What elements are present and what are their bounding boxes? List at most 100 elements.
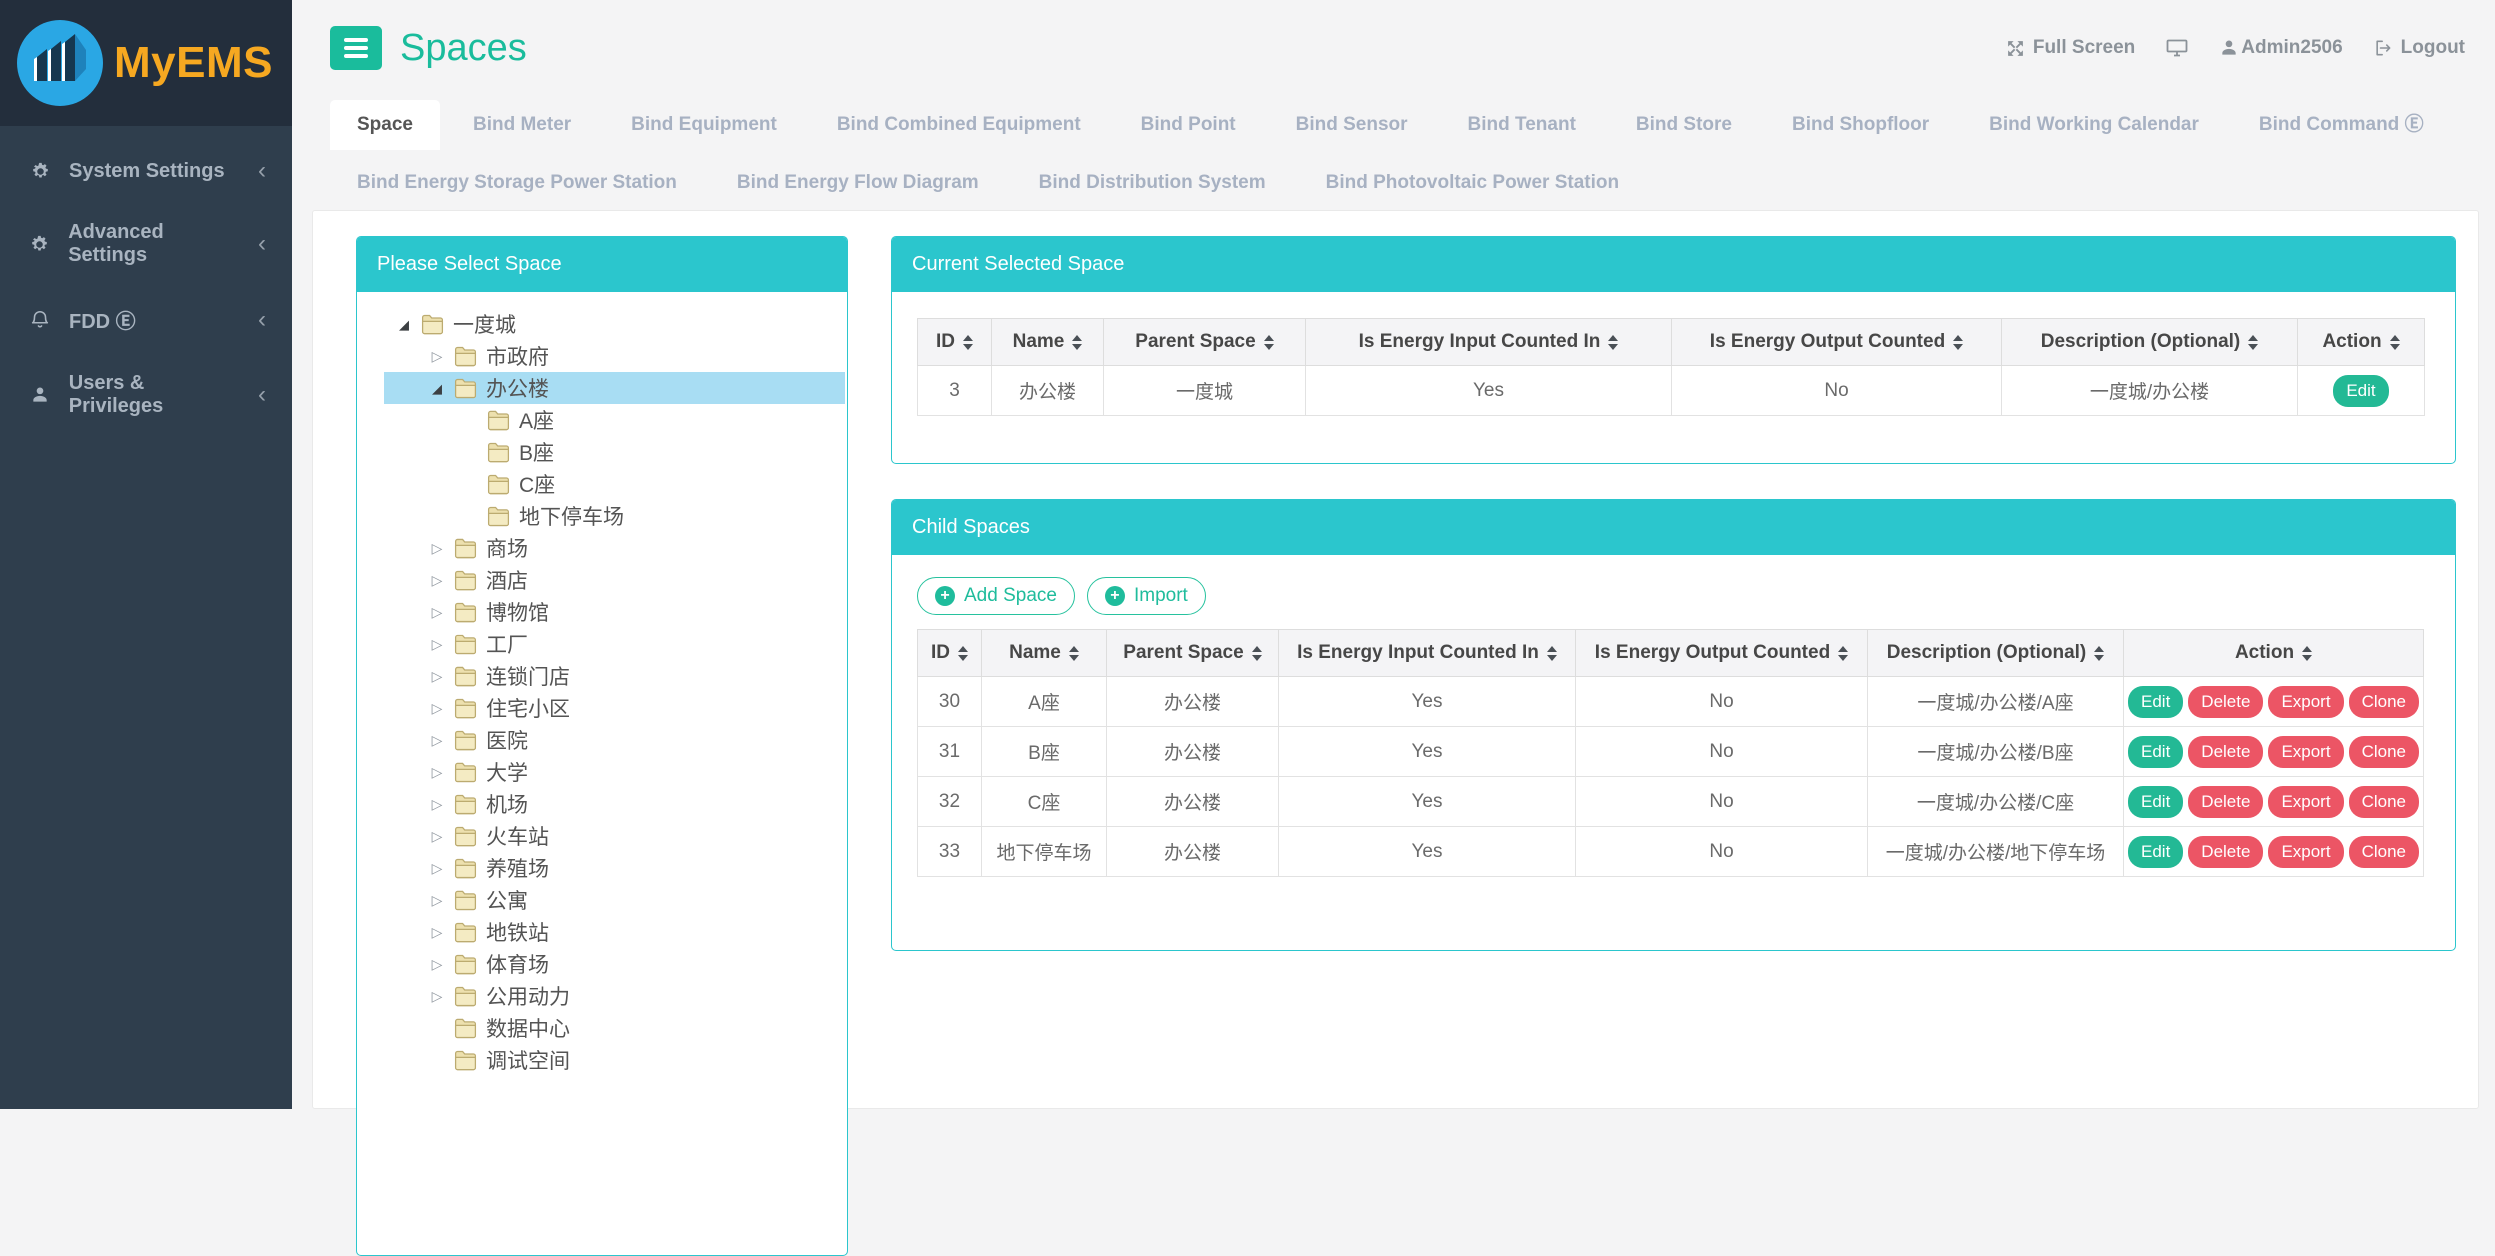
edit-button[interactable]: Edit [2333,375,2388,407]
tree-node[interactable]: ▷体育场 [384,948,845,980]
add-space-button[interactable]: Add Space [917,577,1075,615]
tree-expander-icon[interactable]: ▷ [428,989,446,1003]
column-header-name[interactable]: Name [982,630,1107,677]
tree-node[interactable]: ▷工厂 [384,628,845,660]
tree-node[interactable]: ▷公寓 [384,884,845,916]
tree-node[interactable]: 数据中心 [384,1012,845,1044]
tree-node[interactable]: ◢一度城 [384,308,845,340]
column-header-is-energy-input-counted-in[interactable]: Is Energy Input Counted In [1306,319,1672,366]
monitor-button[interactable] [2165,36,2189,60]
export-button[interactable]: Export [2268,836,2343,868]
tree-node[interactable]: ▷养殖场 [384,852,845,884]
tree-node[interactable]: ▷商场 [384,532,845,564]
delete-button[interactable]: Delete [2188,836,2263,868]
tab-bind-store[interactable]: Bind Store [1609,100,1759,150]
column-header-is-energy-input-counted-in[interactable]: Is Energy Input Counted In [1279,630,1576,677]
edit-button[interactable]: Edit [2128,836,2183,868]
tree-node[interactable]: ▷酒店 [384,564,845,596]
clone-button[interactable]: Clone [2349,836,2419,868]
tab-bind-command[interactable]: Bind Command Ⓔ [2232,100,2451,150]
tree-expander-icon[interactable]: ▷ [428,765,446,779]
tab-bind-distribution-system[interactable]: Bind Distribution System [1012,158,1293,208]
tree-node[interactable]: C座 [384,468,845,500]
app-logo[interactable]: MyEMS [0,0,292,126]
tree-node[interactable]: 调试空间 [384,1044,845,1076]
column-header-is-energy-output-counted[interactable]: Is Energy Output Counted [1672,319,2002,366]
delete-button[interactable]: Delete [2188,686,2263,718]
edit-button[interactable]: Edit [2128,736,2183,768]
tab-bind-energy-flow-diagram[interactable]: Bind Energy Flow Diagram [710,158,1006,208]
tab-bind-equipment[interactable]: Bind Equipment [604,100,804,150]
export-button[interactable]: Export [2268,686,2343,718]
tree-expander-icon[interactable]: ▷ [428,733,446,747]
menu-toggle-button[interactable] [330,26,382,70]
delete-button[interactable]: Delete [2188,786,2263,818]
tab-bind-shopfloor[interactable]: Bind Shopfloor [1765,100,1956,150]
tab-bind-tenant[interactable]: Bind Tenant [1441,100,1603,150]
clone-button[interactable]: Clone [2349,736,2419,768]
export-button[interactable]: Export [2268,736,2343,768]
tree-expander-icon[interactable]: ▷ [428,669,446,683]
column-header-name[interactable]: Name [992,319,1104,366]
tree-expander-icon[interactable]: ▷ [428,701,446,715]
edit-button[interactable]: Edit [2128,686,2183,718]
export-button[interactable]: Export [2268,786,2343,818]
tree-expander-icon[interactable]: ▷ [428,605,446,619]
sidebar-item-system-settings[interactable]: System Settings‹ [0,140,292,202]
tab-bind-combined-equipment[interactable]: Bind Combined Equipment [810,100,1108,150]
tree-node[interactable]: ▷连锁门店 [384,660,845,692]
delete-button[interactable]: Delete [2188,736,2263,768]
tree-node[interactable]: ▷火车站 [384,820,845,852]
column-header-parent-space[interactable]: Parent Space [1104,319,1306,366]
column-header-parent-space[interactable]: Parent Space [1107,630,1279,677]
tree-node[interactable]: ▷大学 [384,756,845,788]
column-header-is-energy-output-counted[interactable]: Is Energy Output Counted [1576,630,1868,677]
tree-node[interactable]: A座 [384,404,845,436]
column-header-action[interactable]: Action [2124,630,2424,677]
tree-expander-icon[interactable]: ◢ [428,382,446,395]
tab-bind-working-calendar[interactable]: Bind Working Calendar [1962,100,2226,150]
tree-expander-icon[interactable]: ▷ [428,925,446,939]
tree-node[interactable]: ◢办公楼 [384,372,845,404]
tab-bind-meter[interactable]: Bind Meter [446,100,598,150]
import-button[interactable]: Import [1087,577,1206,615]
clone-button[interactable]: Clone [2349,786,2419,818]
edit-button[interactable]: Edit [2128,786,2183,818]
user-menu[interactable]: Admin2506 [2219,37,2342,59]
logout-button[interactable]: Logout [2373,37,2465,59]
tree-expander-icon[interactable]: ▷ [428,829,446,843]
tree-expander-icon[interactable]: ◢ [395,318,413,331]
tree-expander-icon[interactable]: ▷ [428,637,446,651]
tree-node[interactable]: ▷市政府 [384,340,845,372]
tab-bind-point[interactable]: Bind Point [1114,100,1263,150]
column-header-description-optional[interactable]: Description (Optional) [2002,319,2298,366]
full-screen-button[interactable]: Full Screen [2006,37,2135,59]
tab-space[interactable]: Space [330,100,440,150]
tree-node[interactable]: B座 [384,436,845,468]
sidebar-item-advanced-settings[interactable]: Advanced Settings‹ [0,202,292,286]
tree-node[interactable]: ▷医院 [384,724,845,756]
tab-bind-energy-storage-power-station[interactable]: Bind Energy Storage Power Station [330,158,704,208]
column-header-description-optional[interactable]: Description (Optional) [1868,630,2124,677]
tree-expander-icon[interactable]: ▷ [428,573,446,587]
tree-expander-icon[interactable]: ▷ [428,957,446,971]
sidebar-item-fdd[interactable]: FDD Ⓔ‹ [0,286,292,353]
tree-expander-icon[interactable]: ▷ [428,893,446,907]
column-header-action[interactable]: Action [2298,319,2425,366]
tree-expander-icon[interactable]: ▷ [428,541,446,555]
tree-expander-icon[interactable]: ▷ [428,861,446,875]
tree-node[interactable]: 地下停车场 [384,500,845,532]
tree-node[interactable]: ▷博物馆 [384,596,845,628]
clone-button[interactable]: Clone [2349,686,2419,718]
column-header-id[interactable]: ID [918,630,982,677]
tree-node[interactable]: ▷公用动力 [384,980,845,1012]
tab-bind-sensor[interactable]: Bind Sensor [1269,100,1435,150]
tree-node[interactable]: ▷机场 [384,788,845,820]
tree-expander-icon[interactable]: ▷ [428,797,446,811]
tree-expander-icon[interactable]: ▷ [428,349,446,363]
sidebar-item-users-privileges[interactable]: Users & Privileges‹ [0,353,292,437]
tree-node[interactable]: ▷住宅小区 [384,692,845,724]
tree-node[interactable]: ▷地铁站 [384,916,845,948]
tab-bind-photovoltaic-power-station[interactable]: Bind Photovoltaic Power Station [1299,158,1646,208]
column-header-id[interactable]: ID [918,319,992,366]
